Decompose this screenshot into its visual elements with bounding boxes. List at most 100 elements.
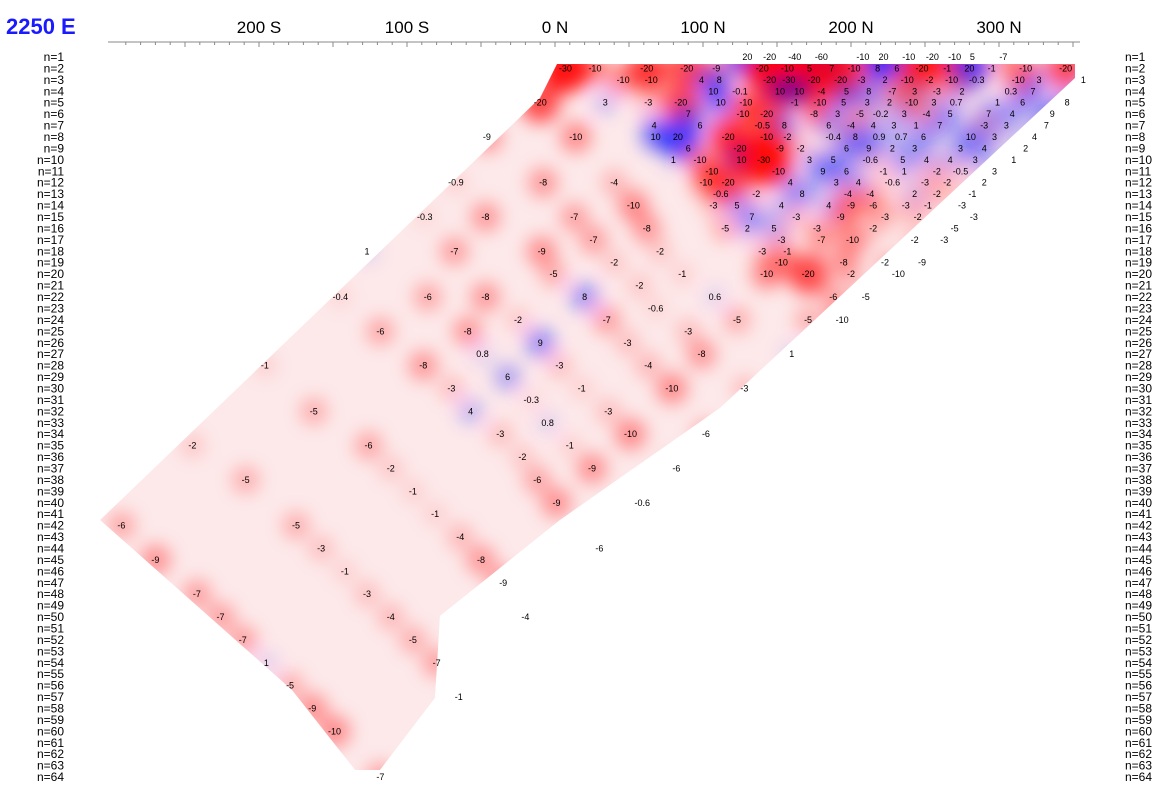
- x-tick-label: 100 S: [385, 18, 429, 37]
- value-label: -6: [424, 292, 432, 302]
- value-label: 4: [982, 143, 987, 153]
- y-label-left: n=7: [44, 119, 65, 133]
- value-label: 9: [820, 166, 825, 176]
- color-blob: [510, 445, 535, 469]
- color-blob: [440, 237, 469, 266]
- value-label: -3: [902, 201, 910, 211]
- value-label: -3: [958, 201, 966, 211]
- color-blob: [470, 282, 501, 312]
- y-label-right: n=11: [1125, 164, 1151, 178]
- value-label: -9: [552, 498, 560, 508]
- value-label: -10: [739, 98, 752, 108]
- y-label-right: n=51: [1125, 622, 1152, 636]
- y-label-left: n=52: [37, 633, 64, 647]
- value-label: -10: [665, 383, 678, 393]
- color-blob: [644, 297, 667, 320]
- color-blob: [836, 224, 868, 256]
- y-label-right: n=43: [1125, 530, 1152, 544]
- y-label-left: n=29: [37, 370, 64, 384]
- value-label: -7: [376, 772, 384, 782]
- value-label: -5: [856, 109, 864, 119]
- value-label: 4: [652, 121, 657, 131]
- y-label-left: n=54: [37, 656, 64, 670]
- color-blob: [378, 456, 403, 481]
- color-blob: [408, 351, 438, 381]
- value-label: -1: [261, 361, 269, 371]
- color-blob: [470, 202, 501, 232]
- y-label-left: n=18: [37, 244, 64, 258]
- value-label: -2: [387, 463, 395, 473]
- color-blob: [595, 398, 621, 424]
- y-label-right: n=3: [1125, 73, 1146, 87]
- value-label: -20: [756, 63, 769, 73]
- value-label: 1: [365, 246, 370, 256]
- y-label-left: n=61: [37, 736, 64, 750]
- value-label: -10: [617, 75, 630, 85]
- value-label: 4: [468, 406, 473, 416]
- x-tick-label: 0 N: [542, 18, 568, 37]
- value-label: -20: [733, 143, 746, 153]
- color-blob: [881, 171, 904, 194]
- y-label-right: n=52: [1125, 633, 1152, 647]
- y-label-left: n=53: [37, 644, 64, 658]
- y-label-left: n=26: [37, 336, 64, 350]
- y-label-left: n=14: [37, 199, 64, 213]
- value-label: -20: [534, 98, 547, 108]
- value-label: -0.1: [732, 86, 748, 96]
- value-label: 0.8: [541, 418, 554, 428]
- y-label-left: n=3: [44, 73, 65, 87]
- y-label-right: n=21: [1125, 279, 1152, 293]
- value-label: -9: [151, 555, 159, 565]
- value-label: 3: [834, 178, 839, 188]
- color-blob: [447, 524, 474, 550]
- y-label-right: n=53: [1125, 644, 1152, 658]
- y-label-left: n=38: [37, 473, 64, 487]
- value-label: 0.6: [709, 292, 722, 302]
- value-label: -10: [705, 166, 718, 176]
- y-label-left: n=10: [37, 153, 64, 167]
- y-label-right: n=26: [1125, 336, 1152, 350]
- value-label: -3: [792, 212, 800, 222]
- color-blob: [300, 398, 328, 425]
- color-blob: [520, 388, 543, 412]
- value-label: -3: [970, 212, 978, 222]
- color-blob: [570, 377, 594, 400]
- y-label-left: n=9: [44, 141, 65, 155]
- value-label: -3: [980, 121, 988, 131]
- value-label: 9: [866, 143, 871, 153]
- value-label: -1: [924, 201, 932, 211]
- value-label: 3: [992, 132, 997, 142]
- color-blob: [366, 317, 395, 346]
- color-blob: [333, 559, 357, 583]
- value-label: -10: [945, 75, 958, 85]
- value-label: -5: [292, 521, 300, 531]
- color-blob: [536, 411, 559, 435]
- value-label: 3: [865, 98, 870, 108]
- color-blob: [570, 282, 600, 312]
- value-label: -20: [926, 52, 939, 62]
- color-blob: [528, 168, 558, 198]
- y-label-left: n=58: [37, 702, 64, 716]
- x-tick-labels: 200 S 100 S 0 N 100 N 200 N 300 N: [237, 18, 1022, 37]
- color-blob: [670, 262, 694, 286]
- value-label: 4: [779, 201, 784, 211]
- color-blob: [703, 285, 727, 309]
- value-label: -5: [951, 223, 959, 233]
- value-label: -8: [481, 292, 489, 302]
- color-blob: [560, 121, 592, 153]
- value-label: 5: [772, 223, 777, 233]
- color-blob: [579, 225, 608, 255]
- y-label-right: n=8: [1125, 130, 1146, 144]
- color-blob: [180, 433, 205, 458]
- value-label: -10: [328, 726, 341, 736]
- value-label: 9: [538, 338, 543, 348]
- y-label-left: n=11: [38, 164, 64, 178]
- y-label-right: n=48: [1125, 587, 1152, 601]
- value-label: -6: [672, 463, 680, 473]
- y-label-left: n=35: [37, 439, 64, 453]
- y-label-left: n=20: [37, 267, 64, 281]
- y-label-right: n=5: [1125, 96, 1146, 110]
- section-field: [100, 64, 1075, 770]
- value-label: -10: [1019, 63, 1032, 73]
